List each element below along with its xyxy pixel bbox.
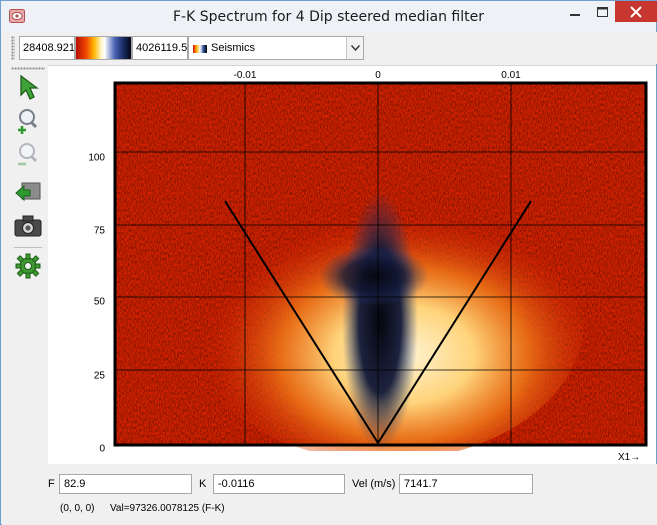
- screenshot-button[interactable]: [12, 211, 44, 241]
- settings-gear-icon: [15, 253, 41, 279]
- spectrum-energy-core: [342, 191, 418, 451]
- maximize-icon: [596, 7, 608, 17]
- status-position: (0, 0, 0): [60, 503, 95, 514]
- home-view-icon: [15, 182, 41, 202]
- vel-value-field[interactable]: 7141.7: [399, 474, 533, 494]
- zoom-in-button[interactable]: [12, 107, 44, 137]
- opendtect-app-icon: [9, 9, 25, 23]
- minimize-icon: [570, 14, 580, 16]
- plot-border: [113, 81, 648, 447]
- settings-button[interactable]: [12, 251, 44, 281]
- status-value: Val=97326.0078125 (F-K): [110, 503, 225, 514]
- f-label: F: [48, 478, 55, 490]
- camera-icon: [14, 215, 42, 237]
- x-tick-label: -0.01: [233, 70, 257, 81]
- maximize-button[interactable]: [589, 2, 615, 22]
- plot-grid: [115, 83, 646, 445]
- k-value-field[interactable]: -0.0116: [213, 474, 345, 494]
- sidebar-separator: [14, 247, 42, 248]
- y-tick-label: 50: [93, 296, 105, 308]
- close-button[interactable]: [615, 1, 657, 22]
- pointer-icon: [20, 75, 39, 100]
- title-bar[interactable]: F-K Spectrum for 4 Dip steered median fi…: [1, 1, 657, 32]
- sidebar-grip[interactable]: [11, 67, 45, 70]
- x-tick-label: 0: [375, 70, 381, 81]
- clip-max-field[interactable]: 4026119.5: [132, 36, 188, 60]
- minimize-button[interactable]: [562, 2, 588, 22]
- readout-panel: F 82.9 K -0.0116 Vel (m/s) 7141.7 (0, 0,…: [2, 464, 657, 525]
- y-tick-label: 0: [99, 443, 105, 455]
- zoom-in-icon: [18, 109, 38, 134]
- velocity-fan-lines: [224, 200, 532, 444]
- spectrum-energy-core-upper: [319, 246, 429, 306]
- fk-plot-panel[interactable]: -0.01 0 0.01 100 75 50 25 0: [48, 65, 656, 465]
- zoom-out-button[interactable]: [12, 141, 44, 171]
- colortable-select-value: Seismics: [211, 42, 256, 54]
- f-value-field[interactable]: 82.9: [59, 474, 192, 494]
- home-view-button[interactable]: [12, 177, 44, 207]
- colortable-swatch-icon: [193, 45, 207, 53]
- colortable-toolbar: 28408.921 4026119.5 Seismics: [2, 32, 657, 64]
- pointer-button[interactable]: [12, 73, 44, 103]
- tool-sidebar: [8, 65, 48, 465]
- clip-min-field[interactable]: 28408.921: [19, 36, 75, 60]
- toolbar-grip[interactable]: [11, 36, 15, 60]
- y-tick-label: 100: [88, 152, 105, 164]
- y-tick-label: 25: [93, 370, 105, 382]
- y-tick-label: 75: [93, 225, 105, 237]
- fk-spectrum-plot[interactable]: [104, 81, 656, 451]
- x-axis-label: X1→: [618, 452, 641, 463]
- x-tick-label: 0.01: [501, 70, 521, 81]
- colortable-select[interactable]: Seismics: [188, 36, 364, 60]
- vel-label: Vel (m/s): [352, 478, 396, 490]
- zoom-out-icon: [18, 143, 38, 166]
- k-label: K: [199, 478, 207, 490]
- close-icon: [630, 5, 642, 18]
- colorbar-preview[interactable]: [75, 36, 132, 60]
- window-title: F-K Spectrum for 4 Dip steered median fi…: [173, 9, 484, 25]
- chevron-down-icon[interactable]: [346, 37, 363, 59]
